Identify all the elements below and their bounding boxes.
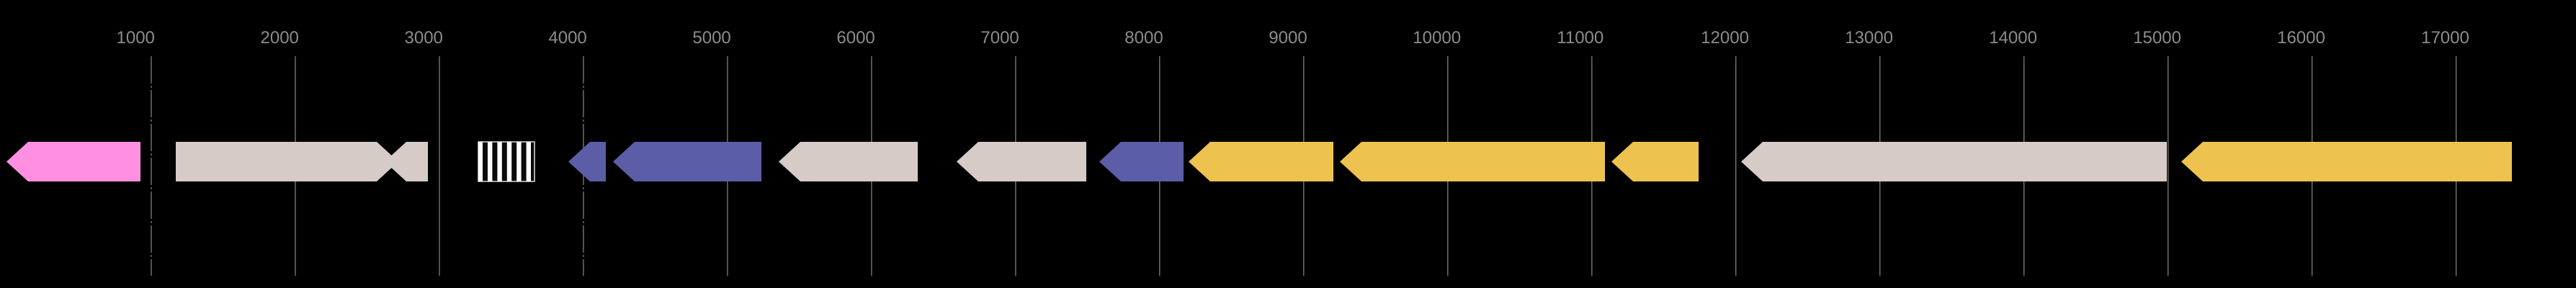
svg-text:5000: 5000: [692, 28, 730, 48]
svg-text:14000: 14000: [1989, 28, 2037, 48]
svg-text:7000: 7000: [980, 28, 1019, 48]
svg-text:13000: 13000: [1845, 28, 1893, 48]
svg-text:16000: 16000: [2277, 28, 2325, 48]
svg-text:9000: 9000: [1269, 28, 1307, 48]
svg-text:4000: 4000: [548, 28, 586, 48]
svg-text:12000: 12000: [1701, 28, 1749, 48]
svg-text:1000: 1000: [117, 28, 155, 48]
svg-text:2000: 2000: [261, 28, 299, 48]
svg-text:6000: 6000: [836, 28, 875, 48]
svg-text:17000: 17000: [2421, 28, 2469, 48]
svg-text:8000: 8000: [1124, 28, 1163, 48]
svg-text:15000: 15000: [2133, 28, 2181, 48]
svg-text:11000: 11000: [1557, 28, 1604, 48]
svg-text:3000: 3000: [405, 28, 443, 48]
svg-text:10000: 10000: [1413, 28, 1461, 48]
